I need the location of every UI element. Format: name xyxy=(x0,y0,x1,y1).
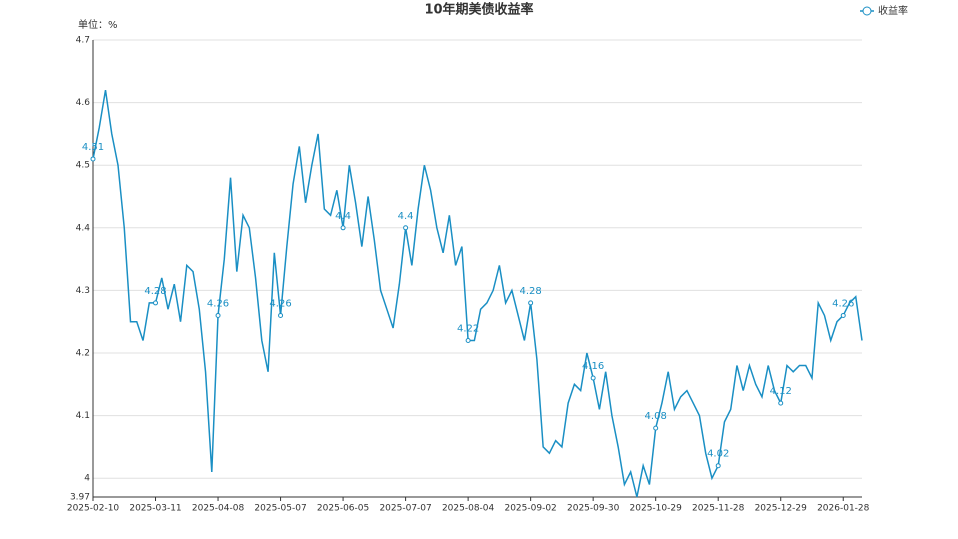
y-tick-label: 4.5 xyxy=(76,161,90,171)
y-unit-label: 单位：% xyxy=(78,18,118,31)
label-point xyxy=(90,156,96,162)
data-label: 4.26 xyxy=(269,298,291,309)
y-tick-label: 4.3 xyxy=(76,286,90,296)
y-tick-label: 4.7 xyxy=(76,36,90,46)
x-tick-label: 2025-05-07 xyxy=(254,504,306,514)
label-point xyxy=(653,425,659,431)
y-tick-label: 4 xyxy=(84,474,90,484)
x-tick-label: 2026-01-28 xyxy=(817,504,870,514)
x-tick-label: 2025-12-29 xyxy=(755,504,808,514)
data-label: 4.12 xyxy=(770,386,792,397)
label-point xyxy=(590,375,596,381)
data-label: 4.16 xyxy=(582,361,604,372)
data-label: 4.4 xyxy=(398,211,414,222)
label-point xyxy=(778,400,784,406)
data-label: 4.4 xyxy=(335,211,351,222)
data-label: 4.26 xyxy=(832,298,854,309)
x-tick-label: 2025-09-02 xyxy=(504,504,556,514)
label-point xyxy=(278,312,284,318)
y-tick-label: 4.4 xyxy=(76,223,91,233)
label-point xyxy=(528,300,534,306)
label-point xyxy=(340,225,346,231)
x-tick-label: 2025-11-28 xyxy=(692,504,745,514)
legend-label: 收益率 xyxy=(878,4,908,17)
data-label: 4.51 xyxy=(82,142,104,153)
data-label: 4.26 xyxy=(207,298,229,309)
label-point xyxy=(153,300,159,306)
series-line xyxy=(92,89,863,498)
label-point xyxy=(215,312,221,318)
x-tick-label: 2025-08-04 xyxy=(442,504,495,514)
label-point xyxy=(465,337,471,343)
y-tick-label: 3.97 xyxy=(70,493,90,503)
label-point xyxy=(840,312,846,318)
chart-title: 10年期美债收益率 xyxy=(424,2,533,18)
y-tick-label: 4.6 xyxy=(76,98,91,108)
x-tick-label: 2025-06-05 xyxy=(317,504,369,514)
y-tick-label: 4.2 xyxy=(76,349,90,359)
y-tick-label: 4.1 xyxy=(76,411,90,421)
label-point xyxy=(403,225,409,231)
x-tick-label: 2025-07-07 xyxy=(379,504,431,514)
data-label: 4.22 xyxy=(457,323,479,334)
x-tick-label: 2025-04-08 xyxy=(192,504,245,514)
data-label: 4.08 xyxy=(645,411,667,422)
label-point xyxy=(715,463,721,469)
x-tick-label: 2025-09-30 xyxy=(567,504,620,514)
data-label: 4.28 xyxy=(520,286,542,297)
legend-marker xyxy=(862,6,872,16)
data-label: 4.02 xyxy=(707,449,729,460)
x-tick-label: 2025-03-11 xyxy=(129,504,181,514)
x-tick-label: 2025-02-10 xyxy=(67,504,120,514)
data-label: 4.28 xyxy=(144,286,166,297)
x-tick-label: 2025-10-29 xyxy=(630,504,683,514)
